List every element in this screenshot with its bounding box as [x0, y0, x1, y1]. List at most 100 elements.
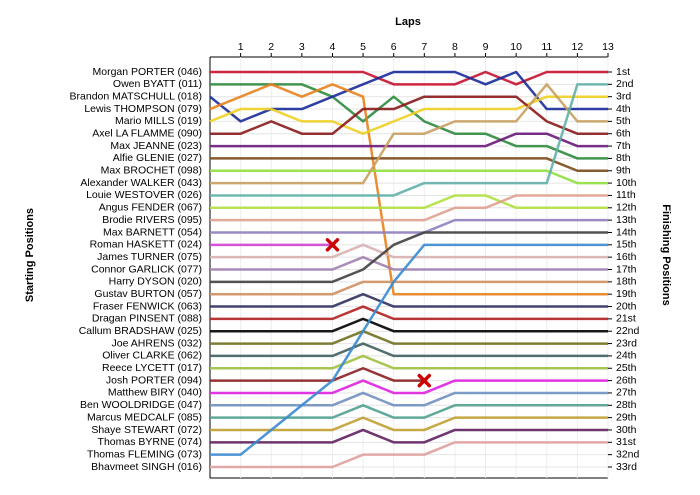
- position-line: [210, 292, 608, 308]
- y2-tick-label: 5th: [616, 115, 631, 127]
- position-line: [210, 441, 608, 469]
- y2-tick-label: 25th: [616, 362, 637, 374]
- legend-label: Alfie GLENIE (027): [113, 152, 202, 164]
- y2-tick-label: 32nd: [616, 448, 640, 460]
- legend-label: Alexander WALKER (043): [80, 177, 202, 189]
- position-line: [210, 169, 608, 185]
- y2-tick-label: 4th: [616, 103, 631, 115]
- position-line: [210, 428, 608, 444]
- y2-tick-label: 30th: [616, 424, 637, 436]
- y2-tick-label: 9th: [616, 165, 631, 177]
- position-line: [209, 70, 608, 123]
- y2-tick-label: 1st: [616, 66, 630, 78]
- y2-tick-label: 19th: [616, 288, 637, 300]
- y2-tick-label: 3rd: [616, 90, 631, 102]
- y-axis-label: Starting Positions: [24, 208, 36, 302]
- legend-label: Max JEANNE (023): [110, 140, 202, 152]
- legend-label: Brodie RIVERS (095): [102, 214, 202, 226]
- y2-tick-label: 10th: [616, 177, 637, 189]
- position-line: [210, 280, 608, 296]
- y2-tick-label: 23rd: [616, 337, 637, 349]
- position-line: [210, 83, 608, 160]
- y2-tick-label: 21st: [616, 313, 636, 325]
- position-line: [210, 243, 608, 456]
- position-line: [210, 391, 608, 407]
- y2-tick-label: 26th: [616, 374, 637, 386]
- legend-label: Dragan PINSENT (088): [92, 313, 202, 325]
- x-tick-label: 11: [541, 41, 552, 53]
- x-tick-label: 7: [421, 41, 427, 53]
- legend-label: Roman HASKETT (024): [90, 239, 202, 251]
- legend-label: Max BARNETT (054): [103, 226, 202, 238]
- legend-label: Thomas BYRNE (074): [98, 436, 202, 448]
- position-line: [210, 416, 608, 432]
- legend-label: Josh PORTER (094): [106, 374, 202, 386]
- y2-tick-label: 20th: [616, 300, 637, 312]
- legend-label: Callum BRADSHAW (025): [79, 325, 202, 337]
- legend-label: Mario MILLS (019): [115, 115, 202, 127]
- y2-tick-label: 15th: [616, 239, 637, 251]
- position-line: [210, 132, 608, 148]
- y2-tick-label: 27th: [616, 387, 637, 399]
- position-line: [210, 194, 608, 222]
- legend-label: Connor GARLICK (077): [91, 263, 202, 275]
- legend-label: Morgan PORTER (046): [92, 66, 202, 78]
- position-line: [210, 70, 608, 86]
- x-tick-label: 12: [572, 41, 584, 53]
- legend-label: Max BROCHET (098): [101, 165, 202, 177]
- legend-label: Fraser FENWICK (063): [93, 300, 202, 312]
- y2-tick-label: 22nd: [616, 325, 640, 337]
- y2-tick-label: 2nd: [616, 78, 634, 90]
- legend-label: James TURNER (075): [97, 251, 202, 263]
- y2-tick-label: 8th: [616, 152, 631, 164]
- position-line: [210, 404, 608, 419]
- legend-label: Oliver CLARKE (062): [102, 350, 202, 362]
- legend-label: Axel LA FLAMME (090): [92, 128, 202, 140]
- position-line: [210, 95, 608, 135]
- legend-label: Ben WOOLDRIDGE (047): [80, 399, 202, 411]
- legend-label: Thomas FLEMING (073): [87, 448, 202, 460]
- y2-tick-label: 17th: [616, 263, 637, 275]
- y2-tick-label: 11th: [616, 189, 636, 201]
- y2-tick-label: 14th: [616, 226, 637, 238]
- x-tick-label: 9: [483, 41, 489, 53]
- legend-label: Marcus MEDCALF (085): [87, 411, 202, 423]
- legend-label: Brandon MATSCHULL (018): [70, 90, 202, 102]
- retirement-marker: [417, 373, 432, 388]
- legend-label: Louie WESTOVER (026): [86, 189, 202, 201]
- x-tick-label: 2: [268, 41, 274, 53]
- x-tick-label: 10: [510, 41, 522, 53]
- legend-label: Lewis THOMPSON (079): [84, 103, 202, 115]
- position-line: [210, 83, 608, 185]
- position-line: [210, 194, 608, 210]
- legend-label: Gustav BURTON (057): [94, 288, 202, 300]
- legend-label: Harry DYSON (020): [109, 276, 202, 288]
- x-tick-label: 4: [330, 41, 336, 53]
- y2-tick-label: 12th: [616, 202, 637, 214]
- position-line: [209, 83, 608, 296]
- position-line: [210, 354, 608, 370]
- position-line: [210, 305, 608, 321]
- legend-label: Owen BYATT (011): [113, 78, 202, 90]
- retirement-marker: [325, 238, 340, 252]
- x-tick-label: 1: [238, 41, 244, 53]
- position-line: [210, 243, 608, 259]
- position-line: [210, 367, 425, 382]
- position-line: [210, 218, 608, 234]
- y2-axis-label: Finishing Positions: [660, 204, 672, 305]
- y2-tick-label: 29th: [616, 411, 637, 423]
- x-tick-label: 5: [360, 41, 366, 53]
- x-tick-label: 13: [602, 41, 614, 53]
- y2-tick-label: 7th: [616, 140, 631, 152]
- y2-tick-label: 16th: [616, 251, 637, 263]
- x-tick-label: 3: [299, 41, 305, 53]
- y2-tick-label: 24th: [616, 350, 637, 362]
- legend-label: Shaye STEWART (072): [91, 424, 202, 436]
- legend-label: Angus FENDER (067): [99, 202, 202, 214]
- position-line: [210, 379, 608, 395]
- legend-label: Joe AHRENS (032): [112, 337, 202, 349]
- position-line: [209, 95, 608, 135]
- legend-label: Bhavmeet SINGH (016): [91, 461, 202, 473]
- x-tick-label: 6: [391, 41, 397, 53]
